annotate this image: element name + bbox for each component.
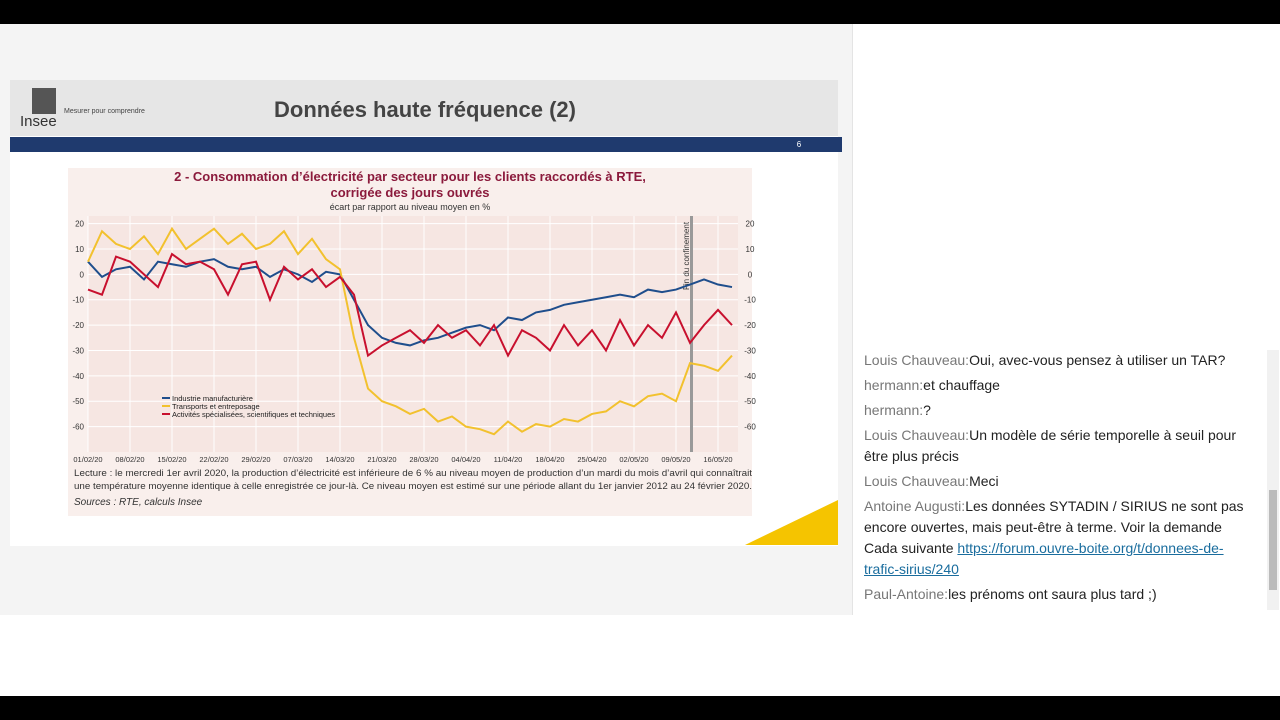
x-tick-label: 29/02/20 (241, 455, 270, 464)
chat-message: Louis Chauveau:Meci (864, 471, 1256, 492)
chart-title: corrigée des jours ouvrés (331, 185, 490, 200)
x-tick-label: 28/03/20 (409, 455, 438, 464)
y2-tick-label: 0 (748, 270, 753, 279)
bottom-bar (0, 696, 1280, 720)
legend-label: Activités spécialisées, scientifiques et… (172, 410, 335, 419)
scrollbar[interactable] (1267, 350, 1279, 610)
chat-message: hermann:et chauffage (864, 375, 1256, 396)
note: une température moyenne identique à cell… (74, 481, 752, 492)
chat-author: Louis Chauveau: (864, 427, 970, 443)
chat-message: Antoine Augusti:Les données SYTADIN / SI… (864, 496, 1256, 580)
chat-text: et chauffage (923, 377, 1000, 393)
chat-text: Les données SYTADIN / SIRIUS ne sont pas… (864, 498, 1244, 556)
chat-text: Un modèle de série temporelle à seuil po… (864, 427, 1237, 464)
chat-messages: Louis Chauveau:Oui, avec-vous pensez à u… (864, 350, 1256, 609)
chat-text: Meci (969, 473, 999, 489)
blue-band (10, 137, 842, 152)
y-tick-label: -60 (72, 423, 84, 432)
y2-tick-label: -50 (744, 397, 756, 406)
y2-tick-label: -10 (744, 296, 756, 305)
x-tick-label: 18/04/20 (535, 455, 564, 464)
chat-text: ? (923, 402, 931, 418)
chat-author: Paul-Antoine: (864, 586, 949, 602)
series-line (87, 252, 733, 358)
slide: Insee Mesurer pour comprendre Données ha… (10, 80, 842, 546)
chat-author: hermann: (864, 377, 924, 393)
x-tick-label: 21/03/20 (367, 455, 396, 464)
chat-message: Louis Chauveau:Oui, avec-vous pensez à u… (864, 350, 1256, 371)
x-tick-label: 02/05/20 (619, 455, 648, 464)
y-tick-label: -20 (72, 321, 84, 330)
y2-tick-label: 20 (746, 220, 755, 229)
chat-message: hermann:? (864, 400, 1256, 421)
y2-tick-label: -20 (744, 321, 756, 330)
chat-author: Louis Chauveau: (864, 352, 970, 368)
y-tick-label: 0 (80, 270, 85, 279)
series-line (87, 226, 733, 436)
chat-panel: Louis Chauveau:Oui, avec-vous pensez à u… (852, 24, 1280, 615)
x-tick-label: 01/02/20 (73, 455, 102, 464)
x-tick-label: 11/04/20 (494, 455, 523, 464)
chat-text: Oui, avec-vous pensez à utiliser un TAR? (969, 352, 1226, 368)
source: Sources : RTE, calculs Insee (74, 497, 203, 508)
y-tick-label: -40 (72, 372, 84, 381)
tagline: Mesurer pour comprendre (64, 108, 145, 115)
x-tick-label: 16/05/20 (703, 455, 732, 464)
y-tick-label: 10 (75, 245, 84, 254)
x-tick-label: 25/04/20 (577, 455, 606, 464)
y-tick-label: 20 (75, 220, 84, 229)
logo-mark (32, 88, 56, 114)
slide-heading: Données haute fréquence (2) (274, 97, 576, 122)
lockdown-end-bar (690, 216, 693, 452)
y2-tick-label: 10 (746, 245, 755, 254)
y-tick-label: -50 (72, 397, 84, 406)
annotation: Fin du confinement (682, 221, 691, 290)
y2-tick-label: -40 (744, 372, 756, 381)
x-tick-label: 15/02/20 (157, 455, 186, 464)
legend-label: Transports et entreposage (172, 402, 260, 411)
slide-stage: Insee Mesurer pour comprendre Données ha… (0, 24, 852, 615)
corner-triangle (745, 500, 838, 545)
logo: Insee (20, 113, 57, 130)
y2-tick-label: -30 (744, 346, 756, 355)
chat-text: les prénoms ont saura plus tard ;) (948, 586, 1157, 602)
legend-label: Industrie manufacturière (172, 394, 253, 403)
x-tick-label: 08/02/20 (115, 455, 144, 464)
chat-author: Antoine Augusti: (864, 498, 966, 514)
x-tick-label: 04/04/20 (451, 455, 480, 464)
y-tick-label: -30 (72, 346, 84, 355)
note: Lecture : le mercredi 1er avril 2020, la… (74, 468, 752, 479)
chat-message: Louis Chauveau:Un modèle de série tempor… (864, 425, 1256, 467)
y2-tick-label: -60 (744, 423, 756, 432)
x-tick-label: 09/05/20 (661, 455, 690, 464)
y-tick-label: -10 (72, 296, 84, 305)
chat-author: hermann: (864, 402, 924, 418)
chat-message: Paul-Antoine:les prénoms ont saura plus … (864, 584, 1256, 605)
top-bar (0, 0, 1280, 24)
chat-link[interactable]: https://forum.ouvre-boite.org/t/donnees-… (864, 540, 1224, 577)
page-number: 6 (797, 140, 802, 149)
x-tick-label: 07/03/20 (283, 455, 312, 464)
chart-title: 2 - Consommation d’électricité par secte… (174, 169, 646, 184)
x-tick-label: 14/03/20 (325, 455, 354, 464)
slide-header (10, 80, 838, 136)
x-tick-label: 22/02/20 (199, 455, 228, 464)
chat-author: Louis Chauveau: (864, 473, 970, 489)
chart-subtitle: écart par rapport au niveau moyen en % (330, 202, 491, 212)
